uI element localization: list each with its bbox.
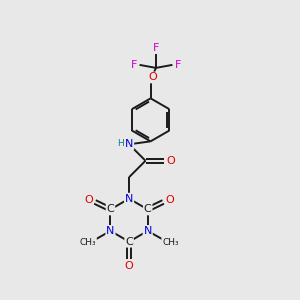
Text: C: C — [144, 204, 152, 214]
Text: CH₃: CH₃ — [162, 238, 179, 247]
Text: F: F — [130, 60, 137, 70]
Text: C: C — [106, 204, 114, 214]
Text: N: N — [106, 226, 115, 236]
Text: F: F — [153, 43, 159, 53]
Text: O: O — [165, 195, 174, 205]
Text: H: H — [117, 139, 124, 148]
Text: O: O — [84, 195, 93, 205]
Text: CH₃: CH₃ — [80, 238, 96, 247]
Text: N: N — [143, 226, 152, 236]
Text: O: O — [125, 261, 134, 271]
Text: N: N — [125, 139, 133, 149]
Text: F: F — [175, 60, 182, 70]
Text: N: N — [125, 194, 133, 204]
Text: O: O — [148, 72, 157, 82]
Text: C: C — [125, 237, 133, 247]
Text: O: O — [166, 156, 175, 166]
